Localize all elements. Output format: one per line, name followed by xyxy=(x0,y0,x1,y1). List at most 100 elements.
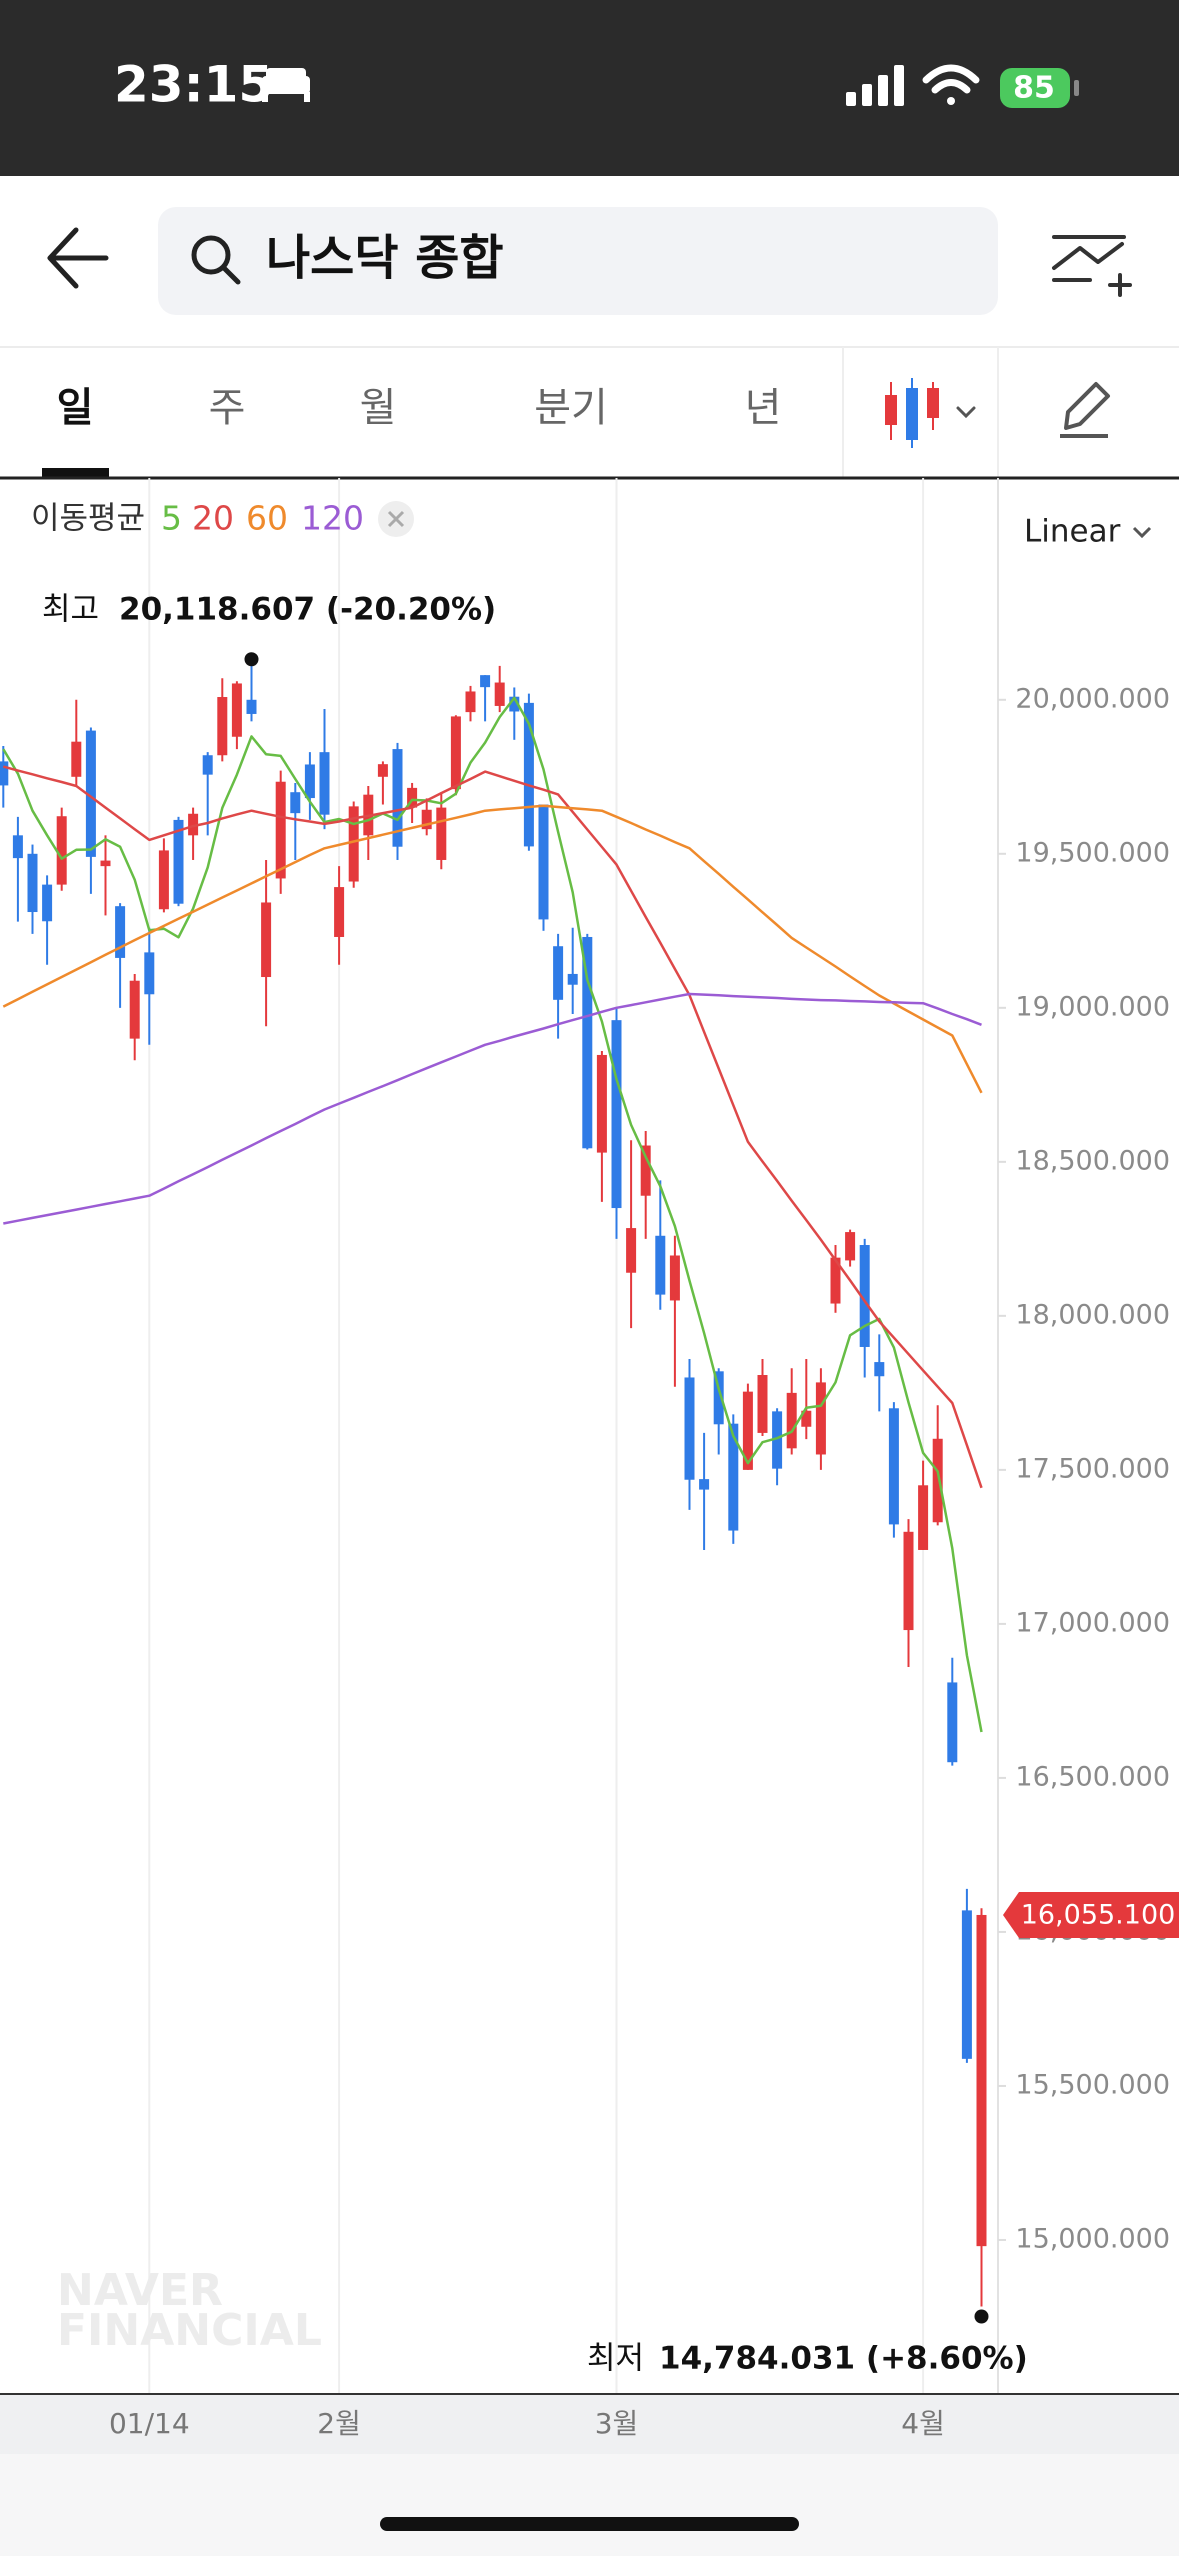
legend-entry: 60 xyxy=(246,499,288,538)
search-box[interactable] xyxy=(158,207,998,315)
low-label: 최저 xyxy=(587,2341,644,2377)
candle-body xyxy=(669,1255,680,1301)
moving-average-line xyxy=(2,696,983,1733)
candle-body xyxy=(42,884,53,922)
y-tick-label: 17,500.000 xyxy=(1015,1453,1170,1484)
search-icon xyxy=(191,235,241,285)
candle-body xyxy=(684,1377,695,1480)
period-tab[interactable]: 분기 xyxy=(534,385,608,431)
legend-entry: 5 xyxy=(161,499,182,538)
candle-body xyxy=(961,1910,972,2059)
candle-body xyxy=(874,1362,885,1377)
candle-body xyxy=(728,1423,739,1531)
candle-body xyxy=(786,1392,797,1449)
chart: NAVERFINANCIAL15,000.00015,500.00016,000… xyxy=(0,478,1179,2394)
period-tab[interactable]: 일 xyxy=(57,385,94,431)
candle-body xyxy=(976,1914,987,2247)
close-x xyxy=(387,510,405,528)
candle-body xyxy=(553,946,564,1000)
chart-type-button[interactable] xyxy=(885,378,976,448)
candle-body xyxy=(334,887,345,937)
candle-body xyxy=(947,1682,958,1763)
high-marker xyxy=(244,652,259,667)
candle-body xyxy=(27,853,38,913)
period-tab[interactable]: 년 xyxy=(745,385,782,431)
sleep-icon xyxy=(262,68,310,102)
candle-body xyxy=(246,699,257,714)
candle-body xyxy=(0,761,9,786)
candle-body xyxy=(56,816,67,885)
candle-body xyxy=(815,1382,826,1455)
candle-body xyxy=(12,835,23,859)
current-price-tag xyxy=(1003,1891,1179,1938)
tab-underline xyxy=(42,468,109,478)
signal-icon xyxy=(846,65,904,106)
period-tabs: 일 주 월 분기 년 xyxy=(57,385,782,431)
home-indicator xyxy=(380,2517,799,2531)
candle-body xyxy=(713,1371,724,1425)
candle-body xyxy=(903,1531,914,1631)
footer xyxy=(0,2454,1179,2556)
candle-body xyxy=(158,850,169,910)
candle-body xyxy=(85,730,96,857)
add-indicator-button[interactable] xyxy=(1052,235,1132,297)
back-button[interactable] xyxy=(47,227,109,289)
candle-body xyxy=(509,696,520,712)
scale-selector[interactable]: Linear xyxy=(1024,514,1121,550)
candle-body xyxy=(859,1245,870,1347)
low-value: 14,784.031 (+8.60%) xyxy=(659,2341,1028,2377)
candle-body xyxy=(304,764,315,799)
x-axis: 01/14 2월 3월 4월 xyxy=(109,2407,945,2440)
candle-body xyxy=(640,1145,651,1196)
candle-body xyxy=(523,702,534,847)
candle-body xyxy=(596,1054,607,1153)
high-label: 최고 xyxy=(42,592,99,628)
candle-body xyxy=(71,741,82,777)
wifi-icon xyxy=(922,64,980,105)
clock: 23:15 xyxy=(114,56,273,114)
battery-level: 85 xyxy=(1013,71,1055,106)
candle-body xyxy=(377,764,388,777)
period-tab[interactable]: 월 xyxy=(360,385,397,431)
y-tick-label: 19,500.000 xyxy=(1015,837,1170,868)
candle-body xyxy=(830,1257,841,1304)
candle-body xyxy=(845,1232,856,1261)
candle-body xyxy=(129,980,140,1039)
candle-body xyxy=(144,952,155,995)
current-price-label: 16,055.100 xyxy=(1021,1899,1176,1930)
candle-body xyxy=(582,936,593,1149)
y-tick-label: 15,500.000 xyxy=(1015,2069,1170,2100)
moving-average-line xyxy=(2,804,983,1094)
candle-body xyxy=(932,1438,943,1523)
draw-button[interactable] xyxy=(1060,382,1110,438)
candle-body xyxy=(465,691,476,713)
candle-body xyxy=(421,809,432,830)
candle-body xyxy=(538,804,549,920)
candle-body xyxy=(217,697,228,756)
candle-body xyxy=(173,819,184,904)
candle-body xyxy=(261,902,272,978)
x-tick-label: 2월 xyxy=(317,2407,361,2440)
candle-body xyxy=(319,752,330,815)
x-tick-label: 01/14 xyxy=(109,2407,190,2440)
candle-body xyxy=(888,1408,899,1525)
period-tab[interactable]: 주 xyxy=(209,385,246,431)
legend-close[interactable] xyxy=(378,501,414,537)
y-tick-label: 15,000.000 xyxy=(1015,2223,1170,2254)
candle-body xyxy=(202,755,213,775)
search-query: 나스닥 종합 xyxy=(266,230,504,286)
candle-body xyxy=(918,1485,929,1550)
candle-body xyxy=(348,806,359,882)
candle-body xyxy=(567,973,578,985)
candle-body xyxy=(450,716,461,790)
status-bar xyxy=(0,0,1179,176)
low-marker xyxy=(974,2309,989,2324)
y-tick-label: 18,500.000 xyxy=(1015,1145,1170,1176)
legend-title: 이동평균 xyxy=(31,501,145,537)
candle-body xyxy=(436,807,447,860)
candle-body xyxy=(611,1020,622,1209)
y-tick-label: 20,000.000 xyxy=(1015,683,1170,714)
